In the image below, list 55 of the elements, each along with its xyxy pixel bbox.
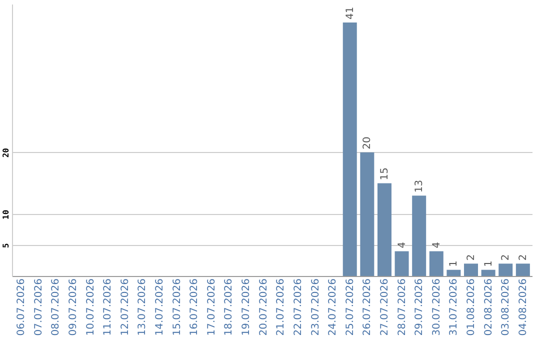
data-label: 2 — [466, 254, 477, 261]
x-tick-label: 23.07.2026 — [310, 278, 322, 336]
x-tick-label: 08.07.2026 — [50, 278, 62, 336]
bar — [342, 22, 357, 276]
bar — [360, 152, 374, 276]
x-tick-label: 19.07.2026 — [241, 278, 252, 336]
data-label: 4 — [431, 242, 442, 248]
data-label: 13 — [414, 180, 426, 193]
bar — [498, 264, 513, 276]
x-tick-label: 14.07.2026 — [154, 278, 166, 336]
x-tick-label: 16.07.2026 — [189, 278, 200, 336]
x-tick-label: 10.07.2026 — [85, 278, 96, 336]
x-tick-label: 28.07.2026 — [396, 278, 408, 336]
x-tick-label: 02.08.2026 — [483, 278, 494, 336]
x-tick-label: 12.07.2026 — [120, 278, 131, 336]
data-label: 2 — [518, 254, 529, 261]
x-tick-label: 06.07.2026 — [16, 278, 28, 336]
data-label: 15 — [379, 168, 390, 180]
data-label: 1 — [448, 260, 460, 267]
x-tick-label: 24.07.2026 — [328, 278, 339, 336]
bar — [412, 196, 426, 276]
x-tick-label: 22.07.2026 — [292, 278, 304, 336]
data-label: 20 — [362, 136, 374, 150]
x-tick-label: 18.07.2026 — [224, 278, 235, 336]
x-tick-label: 15.07.2026 — [172, 278, 183, 336]
x-tick-label: 09.07.2026 — [68, 278, 79, 336]
x-tick-label: 30.07.2026 — [431, 278, 442, 336]
bar — [377, 183, 392, 276]
y-tick-label: 5 — [2, 243, 10, 248]
x-tick-label: 11.07.2026 — [102, 278, 114, 336]
x-tick-label: 27.07.2026 — [379, 278, 390, 336]
x-tick-label: 31.07.2026 — [448, 278, 460, 336]
y-tick-label: 10 — [2, 210, 10, 220]
x-tick-label: 25.07.2026 — [344, 278, 356, 336]
data-label: 2 — [500, 254, 512, 261]
x-tick-label: 21.07.2026 — [276, 278, 287, 336]
x-tick-label: 03.08.2026 — [500, 278, 512, 336]
data-label: 4 — [396, 242, 408, 248]
x-tick-label: 13.07.2026 — [137, 278, 148, 336]
data-label: 1 — [483, 260, 494, 267]
x-tick-label: 26.07.2026 — [362, 278, 374, 336]
bar — [481, 270, 496, 276]
bar — [464, 264, 478, 276]
bar — [516, 264, 530, 276]
bar — [446, 270, 461, 276]
bar — [429, 251, 444, 276]
x-tick-label: 20.07.2026 — [258, 278, 270, 336]
x-tick-label: 04.08.2026 — [518, 278, 529, 336]
x-tick-label: 01.08.2026 — [466, 278, 477, 336]
x-tick-label: 17.07.2026 — [206, 278, 218, 336]
y-tick-label: 20 — [2, 148, 10, 158]
data-label: 41 — [344, 6, 356, 20]
x-tick-label: 07.07.2026 — [33, 278, 44, 336]
bar — [394, 251, 409, 276]
x-tick-label: 29.07.2026 — [414, 278, 426, 336]
